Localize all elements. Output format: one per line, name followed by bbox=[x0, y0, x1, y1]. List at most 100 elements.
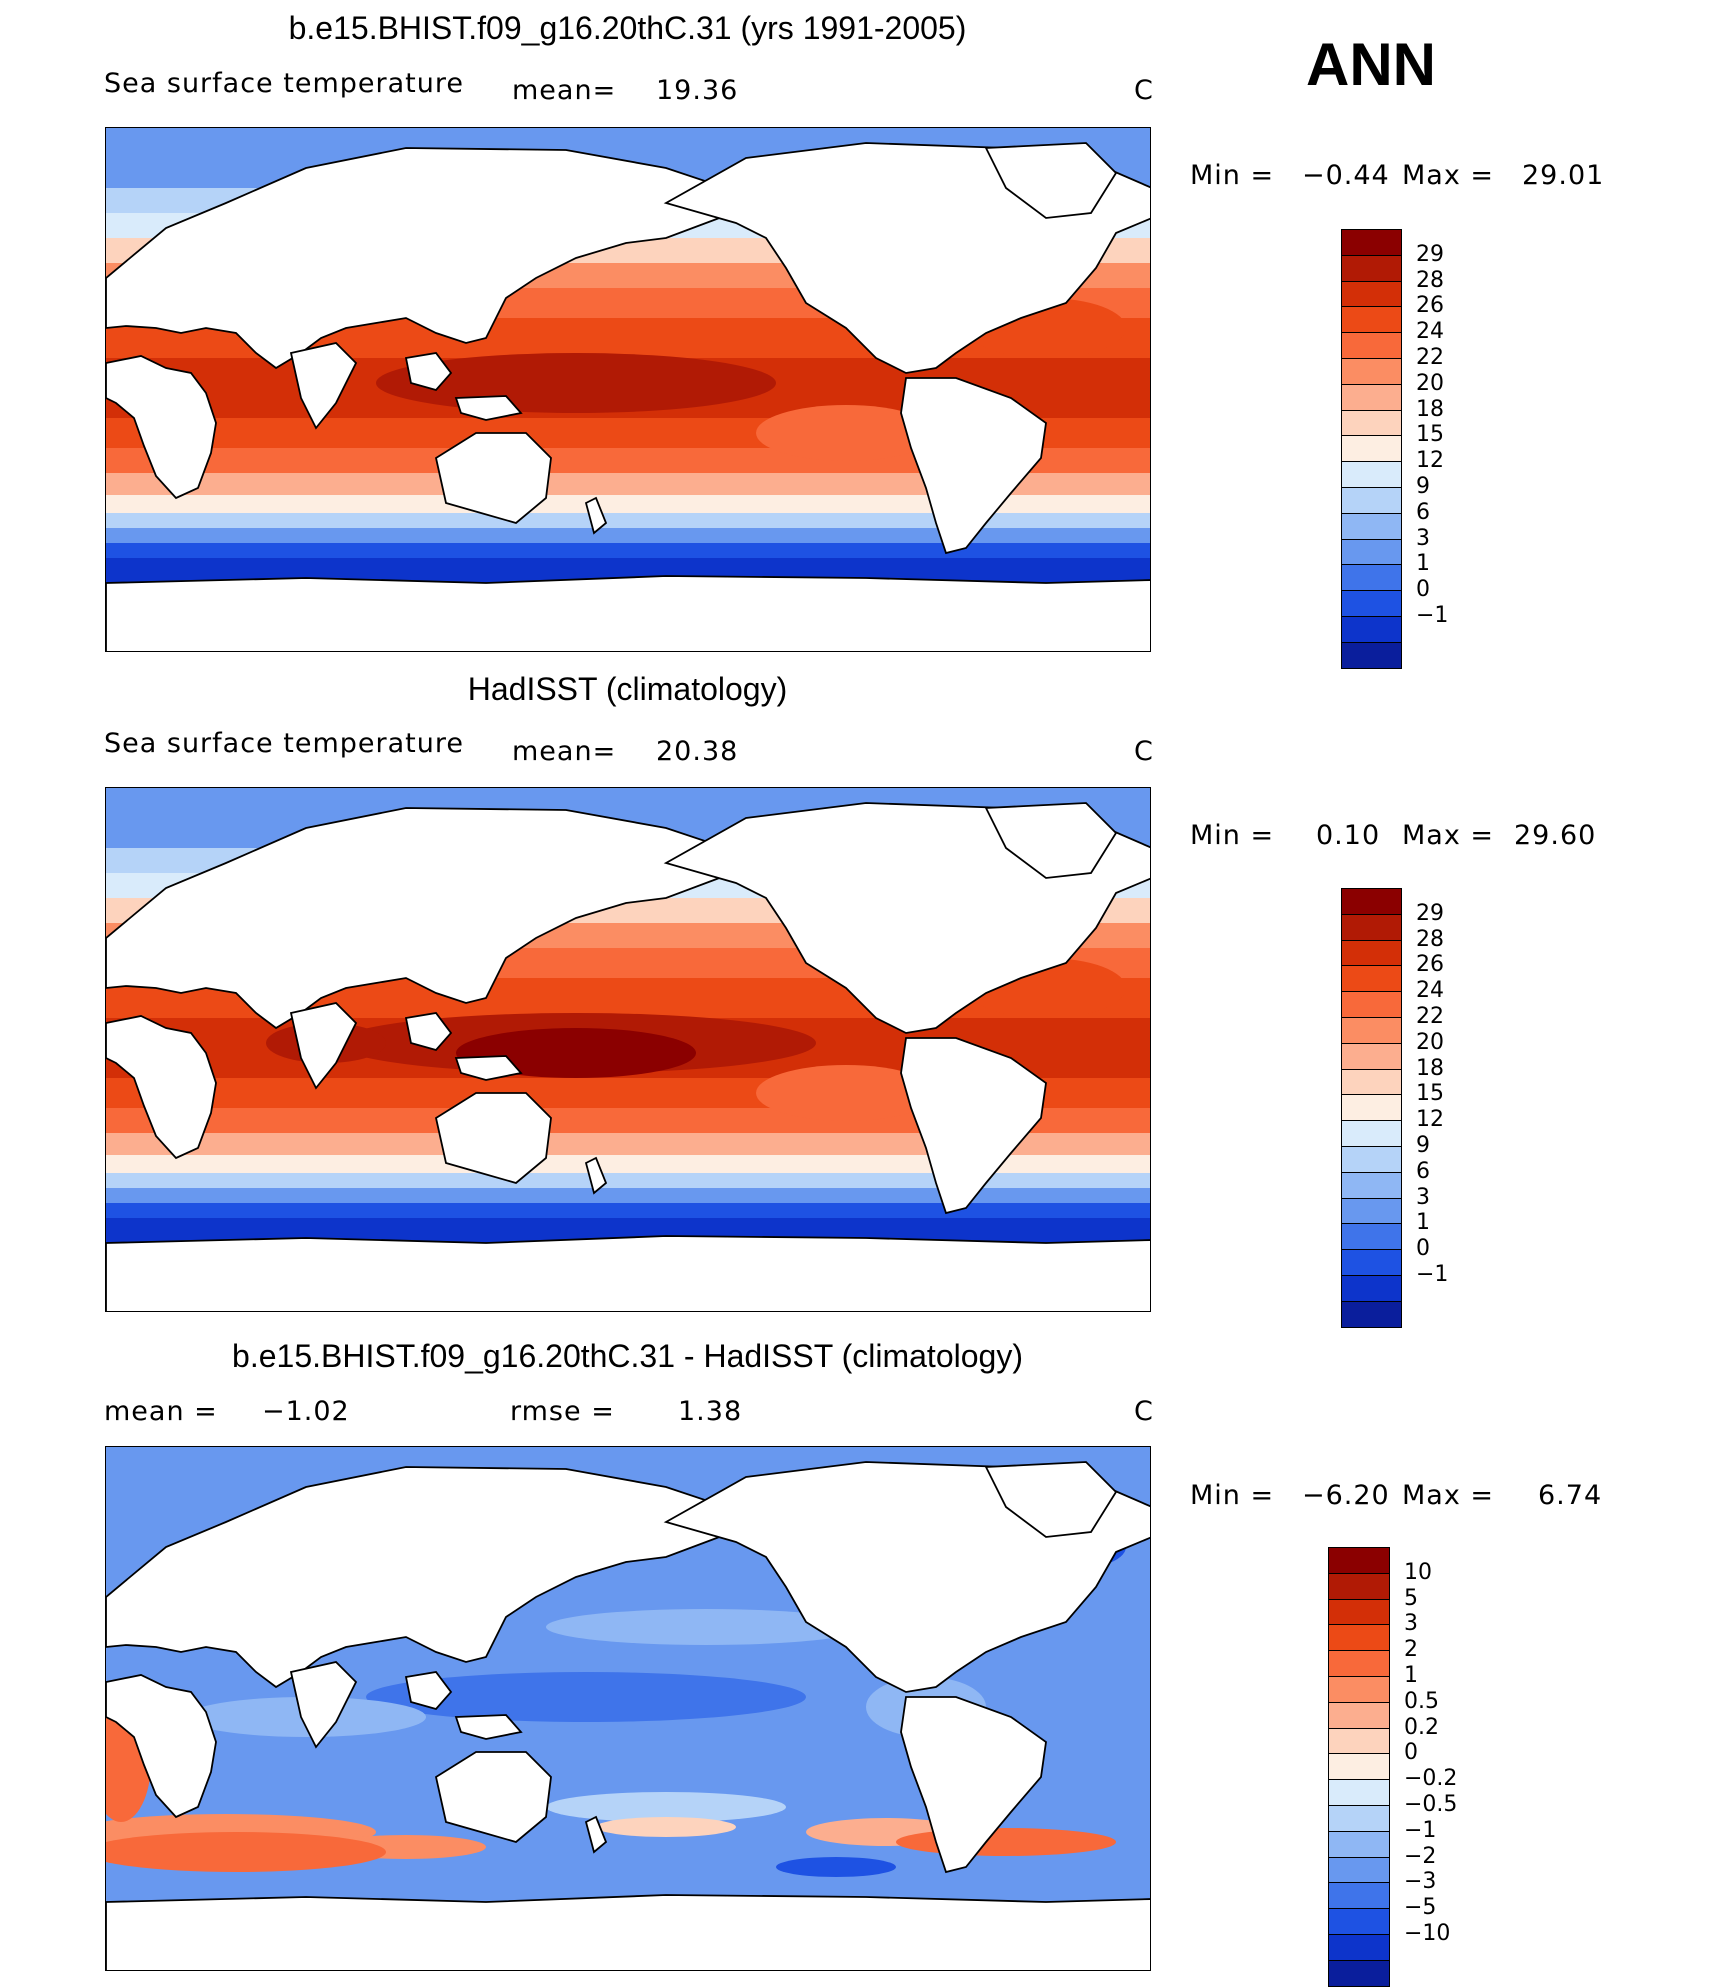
colorbar-swatch bbox=[1341, 1068, 1402, 1096]
coastline bbox=[106, 575, 1150, 651]
panel-2-rmse-value: 1.38 bbox=[678, 1396, 743, 1427]
colorbar-swatch bbox=[1341, 306, 1402, 334]
panel-0-max-value: 29.01 bbox=[1522, 160, 1605, 191]
colorbar-tick-label: 9 bbox=[1416, 1133, 1430, 1158]
coastline bbox=[584, 496, 608, 535]
colorbar-swatch bbox=[1341, 991, 1402, 1018]
colorbar-swatch bbox=[1328, 1701, 1390, 1729]
coastline bbox=[984, 802, 1118, 879]
colorbar-swatch bbox=[1341, 939, 1402, 967]
colorbar-swatch bbox=[1328, 1598, 1390, 1626]
coastline bbox=[106, 1674, 217, 1819]
coastline bbox=[434, 432, 552, 524]
colorbar-tick-label: 10 bbox=[1404, 1559, 1432, 1585]
colorbar-swatch bbox=[1341, 280, 1402, 308]
sst-band bbox=[106, 1203, 1150, 1218]
coastline bbox=[984, 142, 1118, 219]
colorbar-tick-label: 9 bbox=[1416, 474, 1430, 499]
coastline bbox=[106, 1015, 217, 1160]
colorbar-swatch bbox=[1341, 383, 1402, 411]
panel-1-stat1-label: mean= bbox=[512, 736, 617, 767]
colorbar-tick-label: 3 bbox=[1416, 525, 1430, 551]
coastline bbox=[404, 1012, 453, 1052]
colorbar-swatch bbox=[1341, 1300, 1402, 1328]
colorbar-swatch bbox=[1341, 538, 1402, 566]
coastline bbox=[106, 1894, 1150, 1970]
colorbar-swatch bbox=[1328, 1727, 1390, 1755]
colorbar-tick-label: −5 bbox=[1404, 1895, 1437, 1921]
panel-0-units: C bbox=[1134, 75, 1154, 106]
season-label: ANN bbox=[1306, 31, 1436, 98]
sst-band bbox=[106, 543, 1150, 558]
colorbar-swatch bbox=[1341, 965, 1402, 993]
colorbar-swatch bbox=[1341, 435, 1402, 463]
panel-2-min-value: −6.20 bbox=[1302, 1480, 1390, 1511]
colorbar-tick-label: 29 bbox=[1416, 900, 1444, 926]
colorbar-swatch bbox=[1341, 254, 1402, 282]
colorbar-tick-label: −1 bbox=[1404, 1817, 1437, 1843]
colorbar-swatch bbox=[1341, 332, 1402, 359]
panel-1-stat1-value: 20.38 bbox=[656, 736, 739, 767]
coastline bbox=[900, 1696, 1047, 1874]
colorbar-tick-label: 1 bbox=[1404, 1663, 1418, 1688]
coastline bbox=[434, 1751, 552, 1843]
colorbar-swatch bbox=[1341, 913, 1402, 941]
colorbar-tick-label: 0 bbox=[1404, 1740, 1418, 1766]
colorbar-tick-label: −2 bbox=[1404, 1843, 1437, 1869]
coastline bbox=[434, 1092, 552, 1184]
coastline bbox=[106, 1235, 1150, 1311]
colorbar-tick-label: 3 bbox=[1404, 1611, 1418, 1637]
colorbar-tick-label: −0.5 bbox=[1404, 1792, 1458, 1817]
panel-0-min-value: −0.44 bbox=[1302, 160, 1390, 191]
coastline bbox=[584, 1156, 608, 1195]
colorbar-swatch bbox=[1328, 1624, 1390, 1652]
colorbar-swatch bbox=[1341, 1094, 1402, 1122]
colorbar-swatch bbox=[1328, 1882, 1390, 1910]
bias-feature bbox=[896, 1828, 1116, 1856]
panel-2-left-label: mean = bbox=[104, 1396, 218, 1427]
panel-2-map-svg bbox=[106, 1447, 1150, 1970]
colorbar-swatch bbox=[1328, 1908, 1390, 1935]
coastline bbox=[106, 355, 217, 500]
sst-band bbox=[106, 528, 1150, 543]
colorbar-swatch bbox=[1328, 1650, 1390, 1677]
bias-feature bbox=[366, 1672, 806, 1722]
panel-2-max-label: Max = bbox=[1402, 1480, 1495, 1511]
colorbar-tick-label: 0 bbox=[1416, 577, 1430, 603]
colorbar-tick-label: 26 bbox=[1416, 293, 1444, 319]
panel-0-min-label: Min = bbox=[1190, 160, 1275, 191]
sst-band bbox=[106, 1173, 1150, 1188]
colorbar-swatch bbox=[1341, 888, 1402, 915]
colorbar-swatch bbox=[1341, 1120, 1402, 1147]
colorbar-swatch bbox=[1341, 1146, 1402, 1173]
coastline bbox=[900, 377, 1047, 555]
colorbar-swatch bbox=[1341, 1275, 1402, 1302]
colorbar-tick-label: 0.5 bbox=[1404, 1688, 1439, 1714]
colorbar-tick-label: −0.2 bbox=[1404, 1766, 1458, 1792]
colorbar-swatch bbox=[1341, 1042, 1402, 1070]
panel-0-left-label: Sea surface temperature bbox=[104, 68, 464, 99]
colorbar-tick-label: 1 bbox=[1416, 551, 1430, 577]
coastline bbox=[106, 147, 748, 370]
sst-band bbox=[106, 495, 1150, 513]
colorbar-swatch bbox=[1341, 409, 1402, 437]
panel-0-map-svg bbox=[106, 128, 1150, 651]
coastline bbox=[289, 1002, 358, 1090]
panel-1-min-label: Min = bbox=[1190, 820, 1275, 851]
coastline bbox=[584, 1815, 608, 1854]
colorbar-tick-label: 26 bbox=[1416, 952, 1444, 978]
coastline bbox=[289, 1661, 358, 1749]
colorbar-tick-label: 20 bbox=[1416, 1029, 1444, 1055]
colorbar-tick-label: 1 bbox=[1416, 1210, 1430, 1236]
panel-2-mean-value: −1.02 bbox=[262, 1396, 350, 1427]
panel-0-max-label: Max = bbox=[1402, 160, 1495, 191]
coastline bbox=[289, 342, 358, 430]
colorbar-tick-label: 22 bbox=[1416, 345, 1444, 370]
colorbar-swatch bbox=[1328, 1676, 1390, 1703]
bias-feature bbox=[106, 1832, 386, 1872]
coastline bbox=[454, 1055, 523, 1081]
colorbar-swatch bbox=[1341, 1171, 1402, 1199]
sst-band bbox=[106, 1133, 1150, 1155]
colorbar-swatch bbox=[1328, 1753, 1390, 1781]
colorbar-swatch bbox=[1328, 1959, 1390, 1987]
